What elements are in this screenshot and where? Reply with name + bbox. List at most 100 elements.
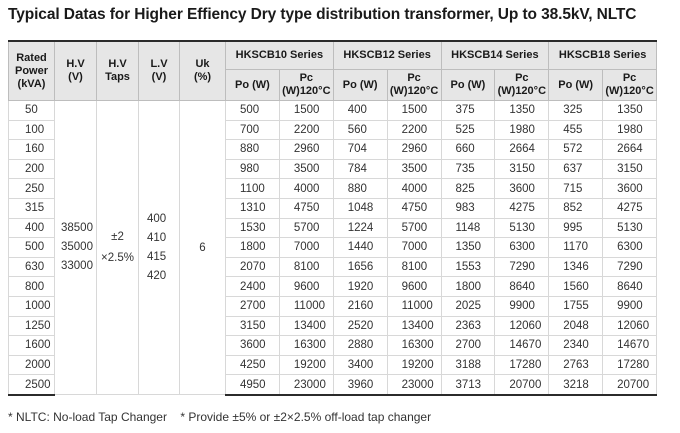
- cell-po: 455: [548, 120, 604, 141]
- cell-po: 1530: [225, 218, 280, 239]
- cell-pc: 17280: [494, 355, 550, 376]
- cell-pc: 12060: [494, 316, 550, 337]
- cell-po: 2700: [440, 335, 496, 356]
- cell-pc: 9900: [602, 296, 657, 317]
- cell-pc: 17280: [602, 355, 657, 376]
- cell-po: 1553: [440, 257, 496, 278]
- cell-po: 3188: [440, 355, 496, 376]
- cell-rated-power: 315: [8, 198, 55, 219]
- header-text: (kVA): [17, 77, 46, 90]
- cell-po: 3713: [440, 374, 496, 396]
- cell-po: 704: [332, 139, 388, 160]
- cell-po: 4950: [225, 374, 280, 396]
- cell-pc: 9600: [386, 276, 442, 297]
- cell-pc: 2960: [278, 139, 334, 160]
- cell-pc: 4275: [602, 198, 657, 219]
- cell-pc: 5130: [602, 218, 657, 239]
- cell-po: 980: [225, 159, 280, 180]
- footnote-tap-changer: * Provide ±5% or ±2×2.5% off-load tap ch…: [180, 410, 432, 424]
- header-pc: Pc (W)120°C: [278, 69, 334, 101]
- cell-pc: 14670: [602, 335, 657, 356]
- cell-pc: 6300: [602, 237, 657, 258]
- cell-hv-taps: ±2 ×2.5%: [96, 100, 139, 396]
- cell-pc: 20700: [494, 374, 550, 396]
- cell-pc: 9600: [278, 276, 334, 297]
- header-po: Po (W): [548, 69, 604, 101]
- cell-po: 983: [440, 198, 496, 219]
- table-row: 160 880 2960 704 2960 660 2664 572 2664: [8, 139, 657, 160]
- cell-pc: 4000: [278, 178, 334, 199]
- table-row: 50 38500 35000 33000 ±2 ×2.5% 400 410 415 420 6 500…: [8, 100, 657, 396]
- cell-uk: 6: [179, 100, 226, 396]
- cell-rated-power: 500: [8, 237, 55, 258]
- cell-po: 2363: [440, 316, 496, 337]
- header-text: Pc: [622, 72, 637, 84]
- cell-pc: 7290: [494, 257, 550, 278]
- header-text: Pc: [407, 72, 421, 84]
- cell-lv-values: 400 410 415 420: [138, 100, 180, 396]
- header-text: (W)120°C: [497, 85, 547, 97]
- header-uk: Uk (%): [179, 40, 226, 101]
- cell-pc: 8640: [602, 276, 657, 297]
- specs-table: Rated Power (kVA) H.V (V) H.V Taps L.V (…: [8, 40, 657, 396]
- cell-po: 735: [440, 159, 496, 180]
- cell-pc: 3600: [602, 178, 657, 199]
- cell-rated-power: 2500: [8, 374, 55, 396]
- cell-po: 3400: [332, 355, 388, 376]
- cell-pc: 4275: [494, 198, 550, 219]
- cell-pc: 16300: [278, 335, 334, 356]
- cell-po: 1224: [332, 218, 388, 239]
- cell-pc: 1500: [386, 100, 442, 121]
- cell-po: 880: [332, 178, 388, 199]
- header-po: Po (W): [332, 69, 388, 101]
- cell-pc: 6300: [494, 237, 550, 258]
- cell-po: 2048: [548, 316, 604, 337]
- cell-pc: 4750: [386, 198, 442, 219]
- cell-pc: 9900: [494, 296, 550, 317]
- cell-po: 1656: [332, 257, 388, 278]
- header-series-hkscb18: HKSCB18 Series: [548, 40, 657, 70]
- cell-po: 825: [440, 178, 496, 199]
- lv-value: 410: [147, 231, 167, 244]
- table-row: 100 700 2200 560 2200 525 1980 455 1980: [8, 120, 657, 141]
- cell-po: 1048: [332, 198, 388, 219]
- cell-pc: 4000: [386, 178, 442, 199]
- header-text: Power: [14, 64, 48, 77]
- header-text: (W)120°C: [605, 85, 654, 97]
- table-row: 1000 2700 11000 2160 11000 2025 9900 1755 9900: [8, 296, 657, 317]
- cell-hv-values: 38500 35000 33000: [54, 100, 97, 396]
- lv-value: 400: [147, 212, 167, 225]
- cell-rated-power: 1000: [8, 296, 55, 317]
- cell-pc: 7000: [278, 237, 334, 258]
- cell-po: 1440: [332, 237, 388, 258]
- header-pc: Pc (W)120°C: [602, 69, 657, 101]
- cell-pc: 14670: [494, 335, 550, 356]
- cell-pc: 8100: [386, 257, 442, 278]
- lv-value: 420: [147, 269, 167, 282]
- cell-pc: 2664: [602, 139, 657, 160]
- cell-po: 1170: [548, 237, 604, 258]
- cell-pc: 2200: [386, 120, 442, 141]
- taps-value: ×2.5%: [101, 251, 134, 264]
- header-text: Taps: [105, 71, 130, 83]
- cell-pc: 12060: [602, 316, 657, 337]
- cell-po: 375: [440, 100, 496, 121]
- table-row: 2500 4950 23000 3960 23000 3713 20700 3218 20700: [8, 374, 657, 396]
- cell-pc: 5130: [494, 218, 550, 239]
- header-pc: Pc (W)120°C: [386, 69, 442, 101]
- cell-pc: 13400: [278, 316, 334, 337]
- header-text: L.V: [150, 58, 168, 70]
- hv-value: 35000: [61, 241, 93, 254]
- cell-po: 2160: [332, 296, 388, 317]
- header-text: Pc: [299, 72, 314, 84]
- cell-po: 1755: [548, 296, 604, 317]
- cell-rated-power: 1250: [8, 316, 55, 337]
- cell-po: 2340: [548, 335, 604, 356]
- table-row: 630 2070 8100 1656 8100 1553 7290 1346 7290: [8, 257, 657, 278]
- cell-pc: 11000: [386, 296, 442, 317]
- cell-pc: 2200: [278, 120, 334, 141]
- header-lv: L.V (V): [138, 40, 180, 101]
- header-text: H.V: [66, 58, 85, 70]
- cell-rated-power: 2000: [8, 355, 55, 376]
- header-series-hkscb12: HKSCB12 Series: [332, 40, 442, 70]
